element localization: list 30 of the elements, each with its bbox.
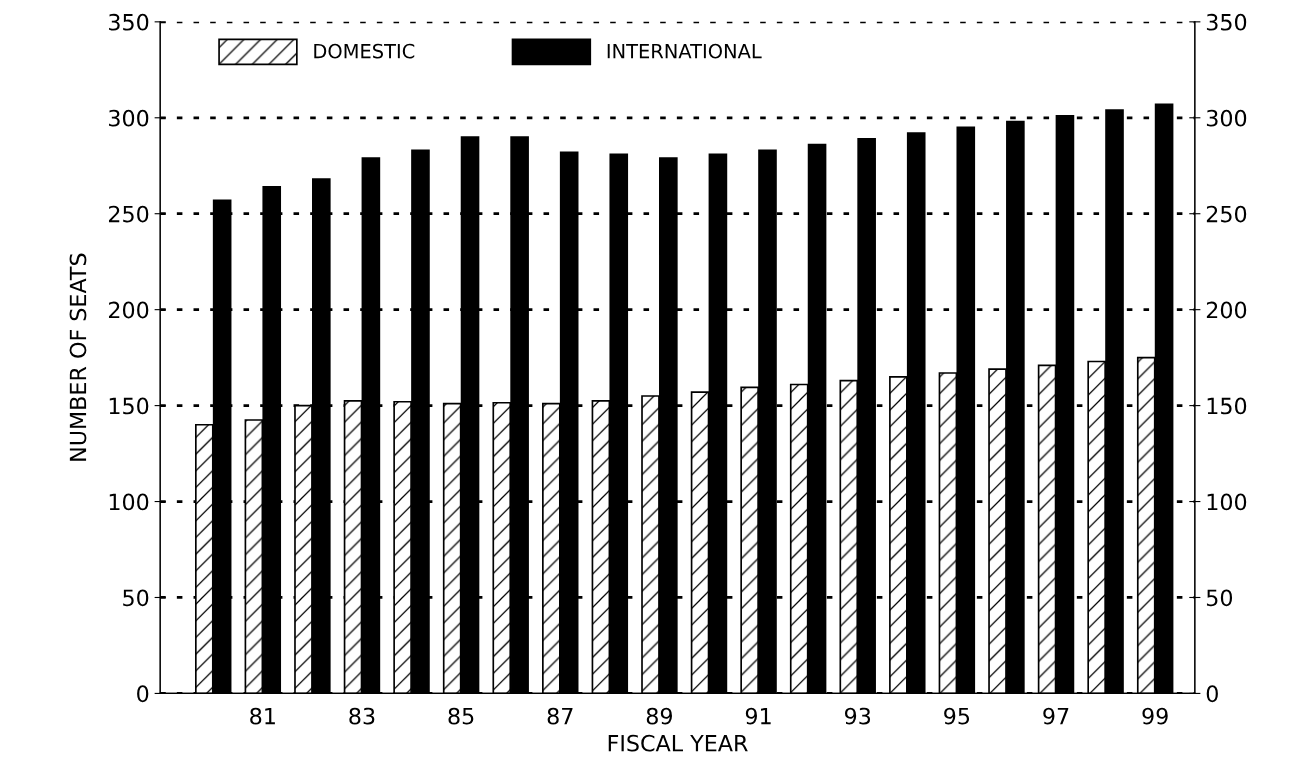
x-tick-label: 91: [745, 707, 771, 725]
y2-tick-label: 350: [1206, 13, 1247, 31]
x-axis-title: FISCAL YEAR: [608, 734, 748, 752]
x-tick-label: 99: [1142, 707, 1168, 725]
y-tick-label: 300: [109, 109, 149, 127]
x-tick-label: 85: [448, 707, 474, 725]
y-tick-label: 250: [108, 205, 149, 223]
y-tick-label: 200: [108, 301, 149, 319]
x-tick-label: 81: [250, 707, 275, 725]
x-tick-label: 87: [547, 707, 573, 725]
y2-tick-label: 200: [1206, 301, 1247, 319]
y2-tick-label: 150: [1207, 397, 1247, 415]
legend-label: DOMESTIC: [314, 43, 415, 59]
x-tick-label: 83: [349, 707, 375, 725]
legend-label: INTERNATIONAL: [607, 43, 762, 59]
y-tick-label: 100: [109, 493, 149, 511]
y2-tick-label: 100: [1207, 493, 1247, 511]
y2-tick-label: 50: [1206, 589, 1233, 607]
y2-tick-label: 300: [1206, 109, 1247, 127]
y-axis-title: NUMBER OF SEATS: [69, 253, 87, 461]
y-tick-label: 50: [123, 589, 149, 607]
y-tick-label: 350: [109, 13, 149, 31]
x-tick-label: 93: [844, 707, 871, 725]
y2-tick-label: 250: [1206, 205, 1247, 223]
x-tick-label: 95: [944, 707, 970, 725]
y-tick-label: 150: [109, 397, 149, 415]
y-tick-label: 0: [137, 685, 149, 703]
x-tick-label: 97: [1043, 707, 1069, 725]
y2-tick-label: 0: [1206, 685, 1218, 703]
x-tick-label: 89: [646, 707, 672, 725]
